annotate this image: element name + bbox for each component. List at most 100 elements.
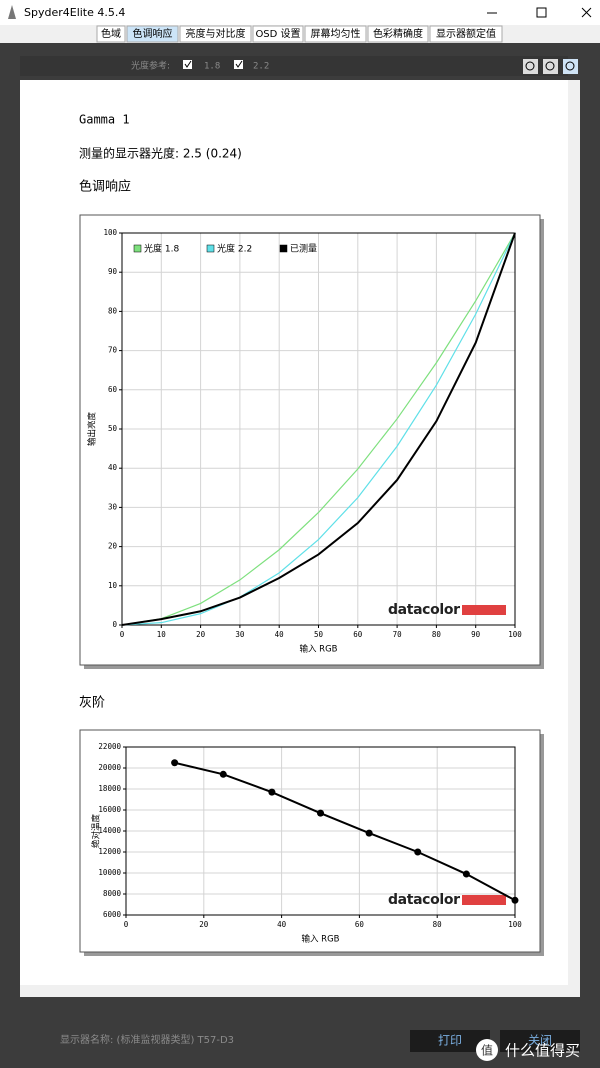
tab[interactable] <box>126 25 179 43</box>
check-mark <box>235 60 243 68</box>
x-tick-label: 10 <box>157 630 167 639</box>
window-title: Spyder4Elite 4.5.4 <box>24 6 125 19</box>
tab[interactable] <box>179 25 252 43</box>
logo-bar <box>462 605 506 615</box>
y-tick-label: 90 <box>108 267 118 276</box>
toolbar <box>20 56 568 76</box>
tab-label: 显示器额定值 <box>436 27 496 40</box>
marker <box>219 770 227 778</box>
horizontal-scrollbar[interactable] <box>20 985 580 997</box>
print-button[interactable] <box>410 1030 490 1052</box>
marker <box>462 870 470 878</box>
toolbar-label: 光度参考: <box>131 60 170 72</box>
plot-area <box>125 746 516 916</box>
luminance: 测量的显示器光度: 2.5 (0.24) <box>79 146 242 161</box>
y-tick-label: 8000 <box>103 889 122 898</box>
tab-label: 屏幕均匀性 <box>311 27 361 40</box>
title-bar <box>0 0 600 25</box>
tab[interactable] <box>304 25 367 43</box>
checkbox[interactable] <box>183 60 192 69</box>
maximize-button[interactable] <box>536 7 547 18</box>
x-tick-label: 60 <box>355 920 365 929</box>
x-tick-label: 50 <box>314 630 324 639</box>
y-tick-label: 14000 <box>98 826 121 835</box>
legend-label: 光度 1.8 <box>144 243 179 255</box>
y-tick-label: 100 <box>103 228 117 237</box>
x-tick-label: 100 <box>508 920 522 929</box>
y-axis-label: 输出亮度 <box>87 412 98 447</box>
display-name: 显示器名称: (标准监视器类型) T57-D3 <box>60 1033 234 1046</box>
y-tick-label: 10000 <box>98 868 121 877</box>
y-tick-label: 16000 <box>98 805 121 814</box>
logo-bar <box>462 895 506 905</box>
x-tick-label: 0 <box>120 630 125 639</box>
y-tick-label: 20000 <box>98 763 121 772</box>
tab-label: 亮度与对比度 <box>186 27 246 40</box>
vertical-scrollbar[interactable] <box>568 80 580 985</box>
line <box>121 232 516 626</box>
option-label: 1.8 <box>204 62 220 72</box>
watermark-logo <box>476 1039 498 1061</box>
marker <box>414 848 422 856</box>
y-tick-label: 12000 <box>98 847 121 856</box>
watermark-text: 什么值得买 <box>505 1042 580 1060</box>
button-label: 关闭 <box>528 1034 552 1048</box>
marker <box>268 788 276 796</box>
tab-label: OSD 设置 <box>255 28 300 40</box>
x-tick-label: 90 <box>471 630 481 639</box>
tab[interactable] <box>429 25 503 43</box>
y-tick-label: 40 <box>108 463 118 472</box>
y-tick-label: 0 <box>112 620 117 629</box>
x-tick-label: 30 <box>235 630 245 639</box>
datacolor-logo: datacolor <box>388 892 460 908</box>
close-button[interactable] <box>500 1030 580 1052</box>
marker <box>511 896 519 904</box>
x-tick-label: 80 <box>432 630 442 639</box>
zoom-out[interactable] <box>543 59 558 74</box>
y-tick-label: 50 <box>108 424 118 433</box>
datacolor-logo: datacolor <box>388 602 460 618</box>
app-icon <box>8 5 16 19</box>
zoom-in[interactable] <box>523 59 538 74</box>
x-tick-label: 20 <box>199 920 209 929</box>
legend-swatch <box>206 244 215 253</box>
y-tick-label: 30 <box>108 502 118 511</box>
x-axis-label: 输入 RGB <box>301 934 339 945</box>
option-label: 2.2 <box>253 62 269 72</box>
x-tick-label: 80 <box>433 920 443 929</box>
x-tick-label: 60 <box>353 630 363 639</box>
zoom-buttons <box>523 59 578 74</box>
tab[interactable] <box>367 25 429 43</box>
button-label: 打印 <box>438 1034 462 1048</box>
section-title: 色调响应 <box>79 179 131 195</box>
legend-label: 已测量 <box>290 244 317 255</box>
legend-swatch <box>133 244 142 253</box>
tab-label: 色彩精确度 <box>373 27 423 40</box>
tab[interactable] <box>96 25 126 43</box>
y-tick-label: 20 <box>108 542 118 551</box>
y-tick-label: 70 <box>108 346 118 355</box>
checkbox[interactable] <box>234 60 243 69</box>
line <box>121 232 516 626</box>
x-axis-label: 输入 RGB <box>299 644 337 655</box>
legend-label: 光度 2.2 <box>217 243 252 255</box>
y-axis-label: 绝对温度 <box>91 814 102 849</box>
chart-frame <box>79 729 541 953</box>
report-heading: Gamma 1 <box>79 113 130 127</box>
x-tick-label: 0 <box>124 920 129 929</box>
zoom-fit[interactable] <box>563 59 578 74</box>
x-tick-label: 40 <box>275 630 285 639</box>
check-mark <box>184 60 192 68</box>
marker <box>317 809 324 817</box>
x-tick-label: 20 <box>196 630 206 639</box>
y-tick-label: 6000 <box>103 910 122 919</box>
y-tick-label: 60 <box>108 385 118 394</box>
x-tick-label: 100 <box>508 630 522 639</box>
marker <box>365 829 373 837</box>
watermark-logo-text: 值 <box>481 1043 493 1058</box>
y-tick-label: 10 <box>108 581 118 590</box>
close-window-button[interactable] <box>581 7 592 18</box>
tab[interactable] <box>252 25 304 43</box>
y-tick-label: 22000 <box>98 742 121 751</box>
